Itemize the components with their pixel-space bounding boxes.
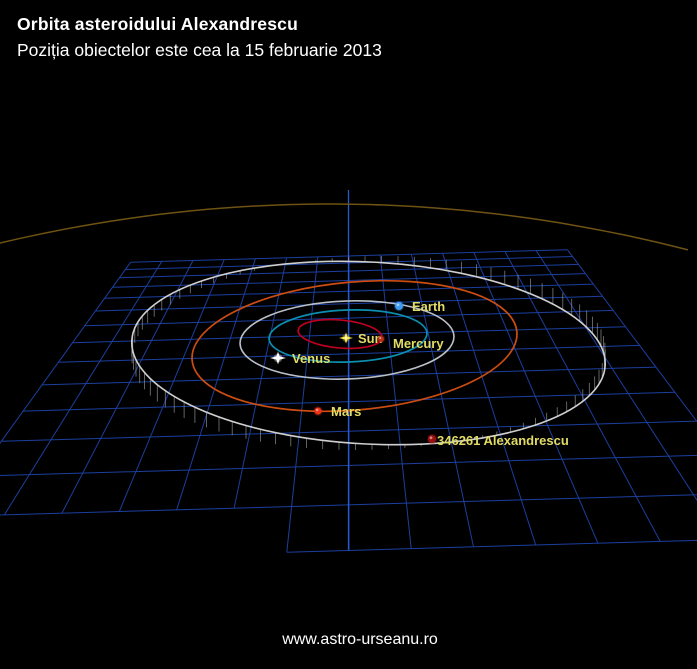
header: Orbita asteroidului Alexandrescu Poziția… (17, 11, 382, 63)
grid-column-line (567, 249, 697, 423)
grid-column-line (3, 261, 163, 516)
grid-column-line (473, 252, 599, 544)
grid-column-line (118, 259, 225, 512)
asteroid-orbit-path (130, 260, 607, 446)
grid-column-line (61, 260, 194, 514)
page-subtitle: Poziția obiectelor este cea la 15 februa… (17, 40, 382, 60)
grid-column-line (410, 254, 474, 547)
grid-column-line (286, 256, 319, 553)
venus-marker-core (276, 356, 280, 360)
earth-marker-highlight (396, 303, 400, 307)
website-url: www.astro-urseanu.ro (282, 631, 438, 648)
mars-orbit-path (191, 279, 518, 413)
asteroid-marker (428, 435, 436, 443)
mars-label: Mars (331, 404, 361, 419)
grid-column-line (442, 253, 537, 546)
grid-column-line (535, 250, 697, 502)
grid-column-line (176, 258, 256, 510)
earth-orbit-path (239, 300, 455, 380)
venus-label: Venus (292, 351, 330, 366)
venus-orbit-path (268, 309, 428, 363)
page-title: Orbita asteroidului Alexandrescu (17, 14, 298, 34)
mercury-label: Mercury (393, 336, 444, 351)
sun-marker-core (344, 336, 348, 340)
sun-label: Sun (358, 331, 383, 346)
mercury-marker (378, 336, 384, 342)
jupiter-orbit-arc (0, 203, 689, 251)
mars-marker (314, 407, 322, 415)
mars-marker-highlight (315, 408, 319, 412)
asteroid-marker-highlight (429, 436, 433, 440)
grid-column-line (0, 262, 132, 444)
earth-label: Earth (412, 299, 445, 314)
asteroid-label: 346261 Alexandrescu (437, 433, 569, 448)
earth-marker (395, 302, 403, 310)
grid-column-line (233, 257, 288, 509)
mercury-marker-highlight (379, 337, 382, 340)
grid-column-line (379, 255, 412, 549)
